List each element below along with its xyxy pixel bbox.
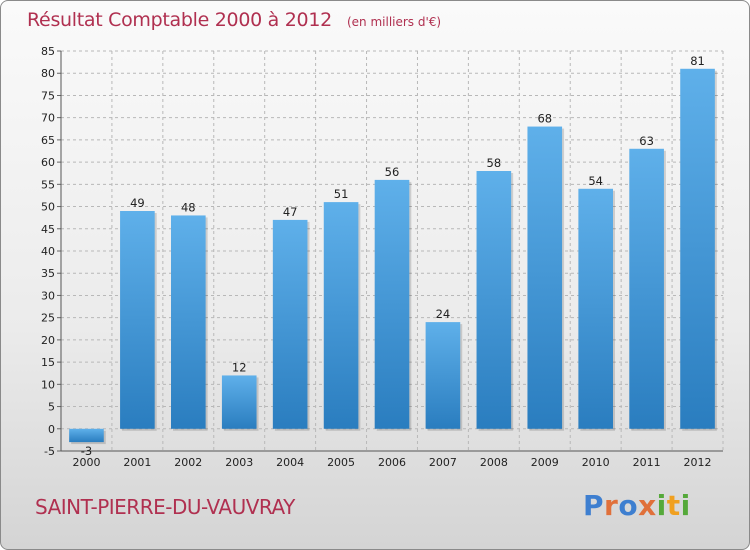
y-tick-label: 50 <box>41 201 55 214</box>
data-label: 56 <box>385 165 400 179</box>
bar-2003[interactable] <box>221 375 257 429</box>
bar-2000[interactable] <box>69 428 104 443</box>
y-tick-label: 20 <box>41 334 55 347</box>
bar-2010[interactable] <box>578 188 614 429</box>
y-tick-label: 70 <box>41 112 55 125</box>
y-tick-label: 60 <box>41 156 55 169</box>
data-label: 12 <box>232 360 247 374</box>
x-tick-label: 2005 <box>327 456 355 469</box>
data-label: 51 <box>334 187 349 201</box>
bar-layer <box>69 68 717 445</box>
x-tick-label: 2006 <box>378 456 406 469</box>
y-tick-label: 40 <box>41 245 55 258</box>
bar-2004[interactable] <box>272 219 308 429</box>
x-tick-label: 2012 <box>684 456 712 469</box>
data-label: 47 <box>283 205 298 219</box>
data-label: 58 <box>487 156 502 170</box>
data-label: 81 <box>690 54 705 68</box>
y-tick-label: 25 <box>41 312 55 325</box>
x-tick-label: 2007 <box>429 456 457 469</box>
data-label: 63 <box>639 134 654 148</box>
y-tick-label: 55 <box>41 178 55 191</box>
data-label: 54 <box>588 174 603 188</box>
bar-2005[interactable] <box>323 202 359 429</box>
x-tick-label: 2002 <box>174 456 202 469</box>
x-tick-label: 2001 <box>123 456 151 469</box>
x-tick-label: 2003 <box>225 456 253 469</box>
bar-2002[interactable] <box>170 215 206 429</box>
bar-2008[interactable] <box>476 171 512 429</box>
proxiti-logo[interactable]: Proxiti <box>583 489 691 522</box>
y-tick-label: 35 <box>41 267 55 280</box>
y-tick-label: 0 <box>48 423 55 436</box>
bar-2009[interactable] <box>527 126 563 429</box>
axis-layer: -5 0 5 10 15 20 25 30 35 40 45 50 55 60 65 70 75 80 85 <box>41 45 723 458</box>
bar-2001[interactable] <box>120 211 155 429</box>
data-label: -3 <box>81 444 92 458</box>
x-tick-label: 2009 <box>531 456 559 469</box>
logo-letter-p: P <box>583 489 605 522</box>
y-tick-label: -5 <box>44 445 55 458</box>
x-tick-label: 2011 <box>633 456 661 469</box>
y-tick-label: 15 <box>41 356 55 369</box>
y-tick-label: 65 <box>41 134 55 147</box>
bar-2011[interactable] <box>629 148 664 429</box>
chart-subtitle: (en milliers d'€) <box>346 15 442 29</box>
commune-name: SAINT-PIERRE-DU-VAUVRAY <box>35 495 295 519</box>
y-tick-label: 85 <box>41 45 55 58</box>
x-tick-label: 2004 <box>276 456 304 469</box>
y-tick-label: 75 <box>41 89 55 102</box>
x-tick-label: 2010 <box>582 456 610 469</box>
y-tick-label: 80 <box>41 67 55 80</box>
y-tick-label: 30 <box>41 289 55 302</box>
logo-letter-r: r <box>604 489 619 522</box>
logo-letter-i: i <box>656 489 667 522</box>
data-label: 24 <box>436 307 451 321</box>
bar-2012[interactable] <box>680 68 715 429</box>
logo-letter-t: t <box>666 489 681 522</box>
title-row: Résultat Comptable 2000 à 2012 (en milli… <box>27 9 441 31</box>
bar-2007[interactable] <box>425 322 461 429</box>
data-label: 68 <box>537 112 552 126</box>
x-tick-label: 2000 <box>72 456 100 469</box>
logo-letter-o: o <box>618 489 639 522</box>
chart-title: Résultat Comptable 2000 à 2012 <box>27 9 332 31</box>
logo-letter-i2: i <box>680 489 691 522</box>
y-tick-label: 10 <box>41 378 55 391</box>
y-tick-label: 45 <box>41 223 55 236</box>
x-tick-label: 2008 <box>480 456 508 469</box>
y-tick-label: 5 <box>48 401 55 414</box>
data-label: 49 <box>130 196 145 210</box>
data-label: 48 <box>181 200 196 214</box>
logo-letter-x: x <box>638 489 657 522</box>
bar-2006[interactable] <box>374 179 410 429</box>
